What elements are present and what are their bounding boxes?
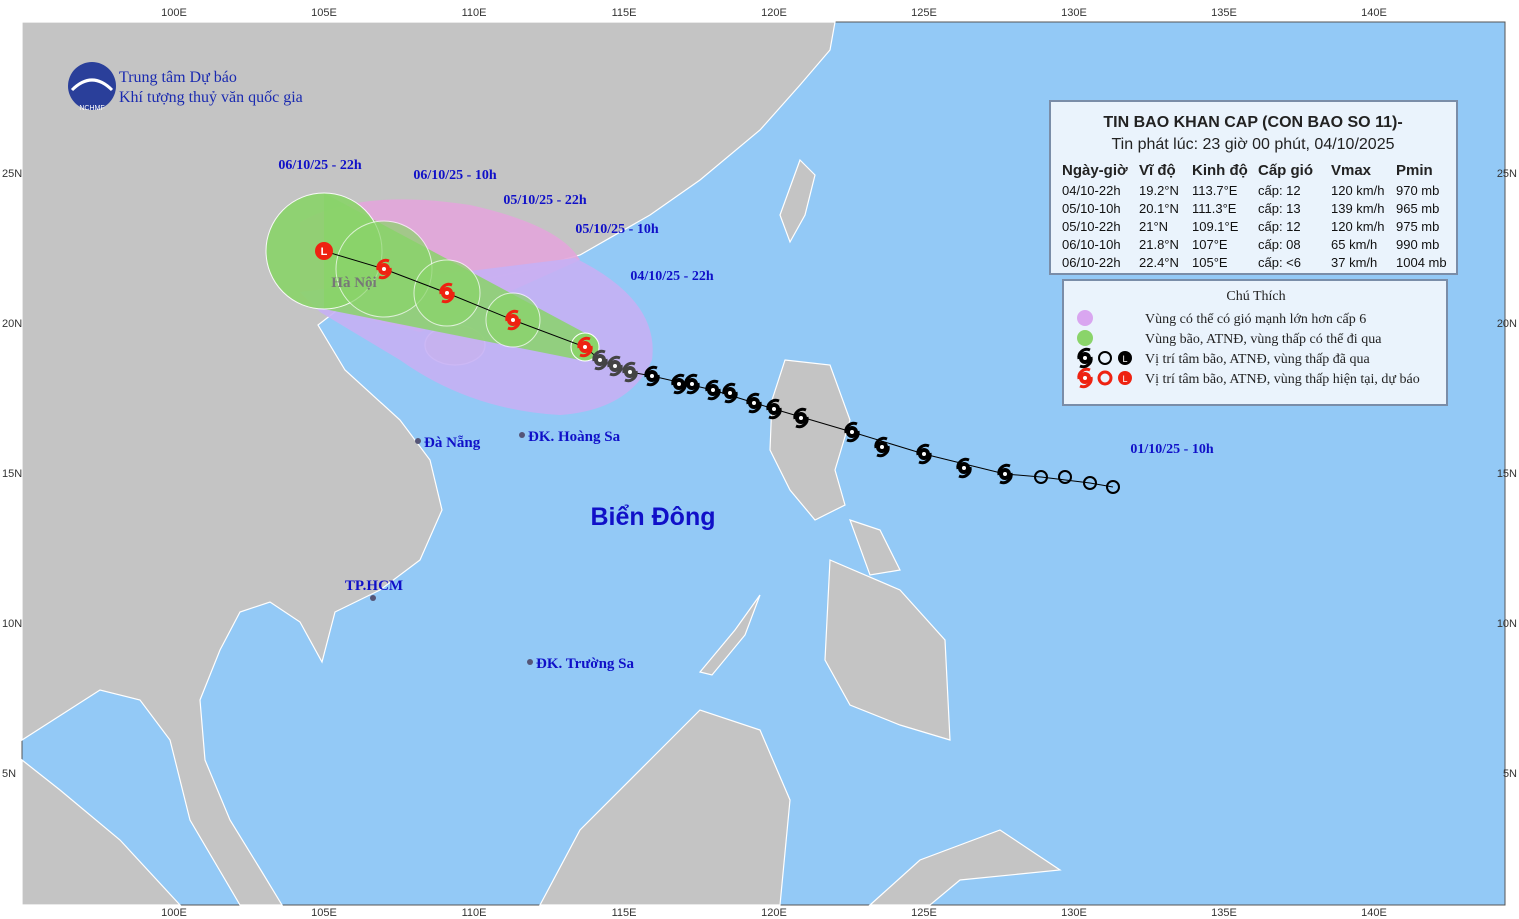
- bulletin-title: TIN BAO KHAN CAP (CON BAO SO 11)-: [1103, 114, 1402, 131]
- table-cell: 05/10-22h: [1062, 219, 1121, 234]
- lat-label: 5N: [2, 768, 16, 780]
- table-cell: 20.1°N: [1139, 201, 1179, 216]
- lon-label: 120E: [761, 7, 787, 19]
- table-cell: 111.3°E: [1192, 201, 1237, 216]
- table-cell: 06/10-22h: [1062, 255, 1121, 270]
- table-cell: 139 km/h: [1331, 201, 1384, 216]
- table-header: Vĩ độ: [1139, 162, 1176, 179]
- lat-label: 5N: [1503, 768, 1517, 780]
- table-cell: 65 km/h: [1331, 237, 1377, 252]
- table-header: Pmin: [1396, 162, 1433, 179]
- logo-text: NCHMF: [79, 105, 104, 112]
- lon-label: 130E: [1061, 7, 1087, 19]
- lon-label: 125E: [911, 907, 937, 919]
- table-cell: 120 km/h: [1331, 183, 1384, 198]
- table-cell: 107°E: [1192, 237, 1228, 252]
- lon-label: 135E: [1211, 7, 1237, 19]
- table-cell: 22.4°N: [1139, 255, 1179, 270]
- table-header: Ngày-giờ: [1062, 162, 1128, 179]
- table-cell: 04/10-22h: [1062, 183, 1121, 198]
- table-cell: 120 km/h: [1331, 219, 1384, 234]
- table-cell: 113.7°E: [1192, 183, 1238, 198]
- table-cell: cấp: 12: [1258, 219, 1301, 234]
- lat-label: 10N: [2, 618, 22, 630]
- lon-label: 110E: [462, 7, 487, 19]
- legend-item: Vị trí tâm bão, ATNĐ, vùng thấp đã qua: [1145, 352, 1371, 367]
- track: L: [315, 242, 1120, 494]
- lon-label: 105E: [311, 7, 337, 19]
- table-cell: 105°E: [1192, 255, 1228, 270]
- legend-item: Vùng bão, ATNĐ, vùng thấp có thể đi qua: [1145, 332, 1382, 347]
- table-cell: cấp: 12: [1258, 183, 1301, 198]
- table-cell: 37 km/h: [1331, 255, 1377, 270]
- org-name: Trung tâm Dự báo: [119, 69, 237, 86]
- lat-label: 15N: [1497, 468, 1517, 480]
- svg-text:L: L: [1122, 374, 1127, 384]
- lon-label: 120E: [761, 907, 787, 919]
- lon-label: 125E: [911, 7, 937, 19]
- lat-label: 25N: [1497, 168, 1517, 180]
- table-header: Kinh độ: [1192, 162, 1248, 179]
- bulletin-issued: Tin phát lúc: 23 giờ 00 phút, 04/10/2025: [1112, 136, 1395, 153]
- table-header: Vmax: [1331, 162, 1372, 179]
- table-cell: 975 mb: [1396, 219, 1439, 234]
- table-cell: 970 mb: [1396, 183, 1439, 198]
- bulletin: TIN BAO KHAN CAP (CON BAO SO 11)- Tin ph…: [1049, 100, 1458, 275]
- place-label: TP.HCM: [345, 578, 403, 594]
- track-label: 06/10/25 - 10h: [413, 168, 496, 183]
- lon-label: 110E: [462, 907, 487, 919]
- table-cell: 990 mb: [1396, 237, 1439, 252]
- table-cell: 965 mb: [1396, 201, 1439, 216]
- lat-label: 20N: [2, 318, 22, 330]
- svg-text:L: L: [1122, 354, 1127, 364]
- lon-label: 105E: [311, 907, 337, 919]
- legend: Chú Thích L L: [1062, 279, 1448, 406]
- table-header: Cấp gió: [1258, 162, 1313, 179]
- legend-item: Vị trí tâm bão, ATNĐ, vùng thấp hiện tại…: [1145, 372, 1420, 387]
- svg-text:L: L: [321, 246, 328, 258]
- table-cell: cấp: 08: [1258, 237, 1301, 252]
- table-cell: cấp: 13: [1258, 201, 1301, 216]
- lon-label: 135E: [1211, 907, 1237, 919]
- org-name: Khí tượng thuỷ văn quốc gia: [119, 89, 303, 106]
- lon-label: 100E: [161, 7, 187, 19]
- lat-label: 25N: [2, 168, 22, 180]
- table-cell: 06/10-10h: [1062, 237, 1121, 252]
- lat-label: 10N: [1497, 618, 1517, 630]
- place-label: ĐK. Hoàng Sa: [528, 429, 621, 445]
- lon-label: 140E: [1361, 907, 1387, 919]
- lon-label: 140E: [1361, 7, 1387, 19]
- lat-label: 20N: [1497, 318, 1517, 330]
- table-cell: cấp: <6: [1258, 255, 1301, 270]
- table-cell: 109.1°E: [1192, 219, 1239, 234]
- track-label: 01/10/25 - 10h: [1130, 442, 1213, 457]
- track-label: 05/10/25 - 10h: [575, 222, 658, 237]
- table-cell: 21.8°N: [1139, 237, 1179, 252]
- logo: NCHMF Trung tâm Dự báo Khí tượng thuỷ vă…: [68, 62, 303, 112]
- track-label: 06/10/25 - 22h: [278, 158, 361, 173]
- place-label: Hà Nội: [331, 275, 376, 291]
- places: Hà Nội Đà Nẵng ĐK. Hoàng Sa Biển Đông TP…: [331, 275, 715, 672]
- place-label: ĐK. Trường Sa: [536, 656, 635, 672]
- legend-item: Vùng có thể có gió mạnh lớn hơn cấp 6: [1145, 312, 1366, 327]
- lon-label: 115E: [612, 7, 637, 19]
- table-cell: 19.2°N: [1139, 183, 1179, 198]
- table-cell: 05/10-10h: [1062, 201, 1121, 216]
- lat-label: 15N: [2, 468, 22, 480]
- lon-label: 100E: [161, 907, 187, 919]
- table-cell: 1004 mb: [1396, 255, 1447, 270]
- place-label: Đà Nẵng: [424, 435, 481, 451]
- track-label: 05/10/25 - 22h: [503, 193, 586, 208]
- track-label: 04/10/25 - 22h: [630, 269, 713, 284]
- lon-label: 115E: [612, 907, 637, 919]
- track-labels: 06/10/25 - 22h 06/10/25 - 10h 05/10/25 -…: [278, 158, 1213, 457]
- sea-label: Biển Đông: [591, 503, 716, 531]
- lon-label: 130E: [1061, 907, 1087, 919]
- legend-title: Chú Thích: [1226, 289, 1285, 304]
- table-cell: 21°N: [1139, 219, 1168, 234]
